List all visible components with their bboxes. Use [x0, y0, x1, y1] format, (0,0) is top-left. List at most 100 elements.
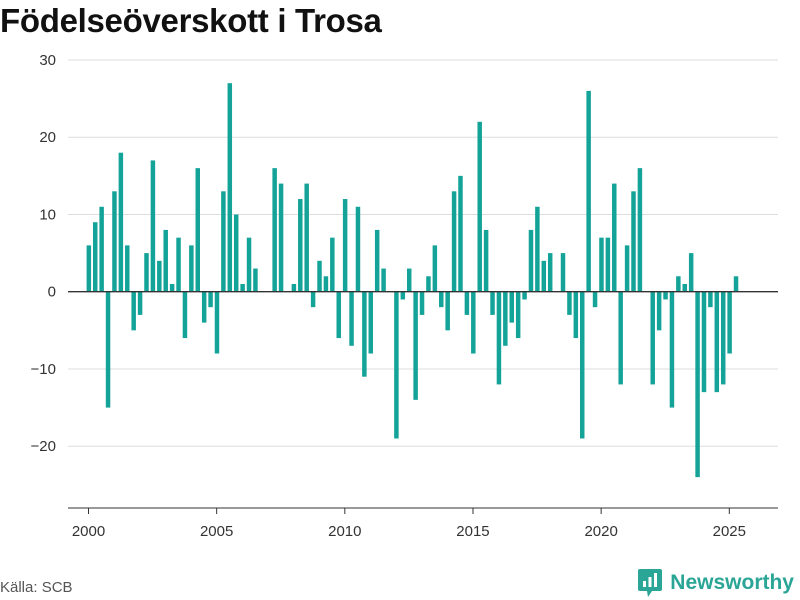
- bar: [445, 291, 450, 331]
- bar: [227, 83, 233, 292]
- newsworthy-icon: [638, 569, 663, 597]
- bar: [330, 237, 335, 292]
- x-tick-label: 2000: [72, 523, 105, 540]
- bar: [695, 291, 700, 478]
- bar: [189, 245, 194, 292]
- y-tick-label: 30: [39, 52, 56, 69]
- bar: [406, 268, 412, 292]
- bar: [656, 291, 662, 331]
- bar: [432, 245, 438, 292]
- bar: [362, 291, 367, 377]
- y-tick-label: 0: [48, 284, 56, 301]
- bar: [477, 121, 482, 292]
- bar: [400, 291, 406, 300]
- y-tick-label: −10: [31, 361, 56, 378]
- bar: [490, 291, 495, 315]
- bar: [426, 276, 431, 292]
- bar: [567, 291, 572, 315]
- bar: [471, 291, 476, 354]
- bar: [528, 229, 534, 292]
- bar: [118, 152, 124, 292]
- bar: [125, 245, 130, 292]
- bar: [464, 291, 470, 315]
- bar: [304, 183, 309, 292]
- bar: [201, 291, 207, 323]
- bar: [483, 229, 489, 292]
- bar: [682, 284, 688, 292]
- bar: [131, 291, 136, 331]
- bar: [573, 291, 579, 339]
- x-tick-label: 2010: [328, 523, 361, 540]
- bar: [214, 291, 220, 354]
- bar: [650, 291, 655, 385]
- y-tick-label: 10: [39, 206, 56, 223]
- bar: [323, 276, 329, 292]
- bar: [439, 291, 444, 308]
- bar: [535, 206, 540, 292]
- bar: [176, 237, 181, 292]
- bar: [150, 160, 156, 292]
- bar: [169, 284, 175, 292]
- bar: [112, 191, 117, 292]
- bar: [86, 245, 92, 292]
- bar: [381, 268, 386, 292]
- bar: [349, 291, 354, 346]
- bar: [560, 253, 566, 292]
- bar: [547, 253, 553, 292]
- bar: [599, 237, 604, 292]
- bar: [368, 291, 374, 354]
- bar: [458, 175, 463, 292]
- bar: [733, 276, 739, 292]
- bar: [336, 291, 341, 339]
- bar: [99, 206, 104, 292]
- bar: [195, 168, 201, 292]
- bar: [701, 291, 707, 393]
- bar: [92, 222, 98, 292]
- bar: [669, 291, 675, 408]
- x-tick-label: 2005: [200, 523, 233, 540]
- bar: [298, 199, 303, 292]
- bar: [208, 291, 213, 308]
- bar: [246, 237, 252, 292]
- bar: [637, 168, 643, 292]
- bar: [612, 183, 617, 292]
- bar: [592, 291, 598, 308]
- brand-name: Newsworthy: [670, 571, 794, 594]
- gridlines: [68, 59, 778, 447]
- bar: [233, 214, 239, 292]
- bar: [624, 245, 630, 292]
- bar: [253, 268, 258, 292]
- x-tick-label: 2015: [456, 523, 489, 540]
- bar: [605, 237, 611, 292]
- bar: [496, 291, 502, 385]
- bar: [451, 191, 457, 292]
- brand-logo: Newsworthy: [636, 568, 794, 598]
- x-tick-label: 2025: [713, 523, 746, 540]
- bars: [86, 83, 739, 478]
- bar: [394, 291, 399, 439]
- bar: [317, 260, 322, 292]
- bar: [720, 291, 726, 385]
- y-tick-label: 20: [39, 129, 56, 146]
- bar: [272, 168, 277, 292]
- bar: [515, 291, 521, 339]
- bar: [221, 191, 226, 292]
- bar: [144, 253, 149, 292]
- bar: [310, 291, 316, 308]
- bar: [503, 291, 508, 346]
- bar: [618, 291, 623, 385]
- y-tick-label: −20: [31, 438, 56, 455]
- bar: [522, 291, 527, 300]
- bar: [240, 284, 245, 292]
- bar: [509, 291, 514, 323]
- bar: [413, 291, 418, 400]
- bar: [676, 276, 681, 292]
- bar: [579, 291, 585, 439]
- source-label: Källa: SCB: [0, 579, 73, 596]
- bar: [157, 260, 162, 292]
- bar: [105, 291, 111, 408]
- bar: [541, 260, 547, 292]
- bar: [714, 291, 720, 393]
